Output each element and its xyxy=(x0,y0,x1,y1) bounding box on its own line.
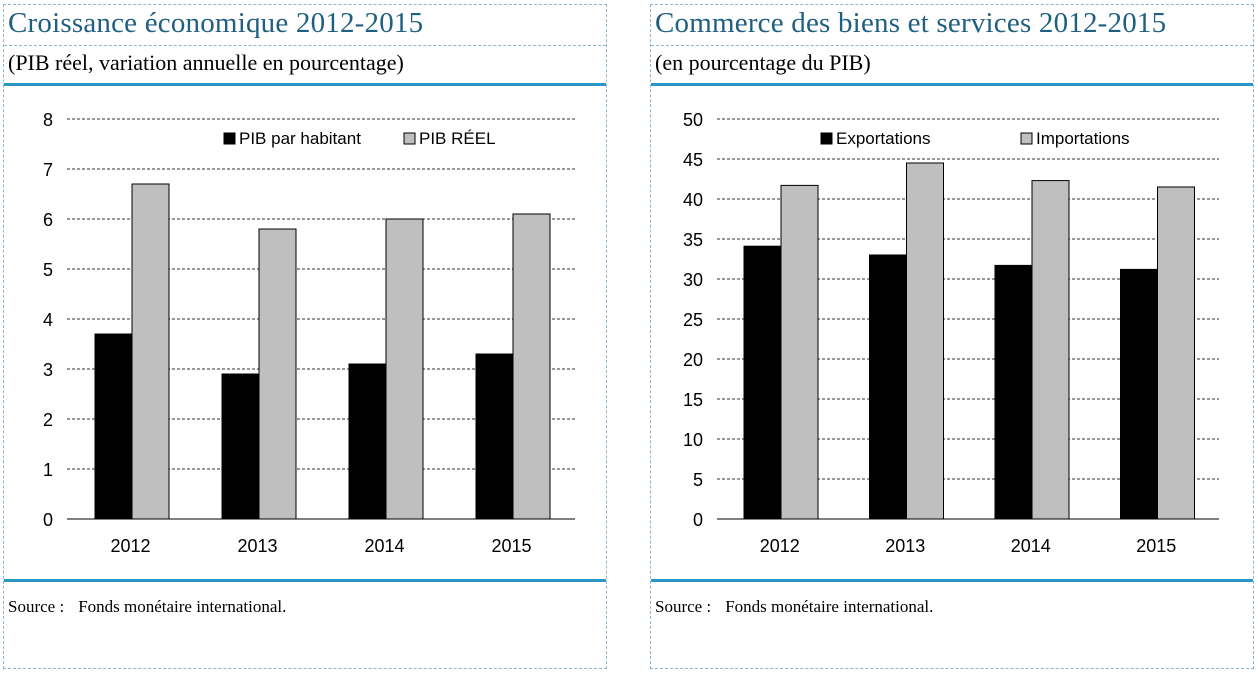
source-text: Fonds monétaire international. xyxy=(725,597,934,616)
bar-chart-growth: 0 1 2 3 4 5 6 7 8 2012 2013 2014 2015 PIB par habitan… xyxy=(43,110,575,556)
y-tick-label: 1 xyxy=(43,460,53,480)
legend-swatch xyxy=(820,132,833,145)
y-tick-label: 20 xyxy=(683,350,703,370)
x-tick-label: 2014 xyxy=(364,536,404,556)
x-tick-label: 2015 xyxy=(1136,536,1176,556)
source-label: Source : xyxy=(8,597,65,616)
y-tick-label: 7 xyxy=(43,160,53,180)
y-tick-label: 2 xyxy=(43,410,53,430)
bar-series-1 xyxy=(1120,268,1158,520)
legend-swatch xyxy=(223,132,236,145)
bar-series-2 xyxy=(906,162,944,520)
y-tick-label: 4 xyxy=(43,310,53,330)
y-tick-label: 5 xyxy=(43,260,53,280)
chart-panel-growth: Croissance économique 2012-2015 (PIB rée… xyxy=(3,4,607,669)
y-tick-label: 30 xyxy=(683,270,703,290)
bar-series-1 xyxy=(743,245,782,520)
title-divider xyxy=(651,45,1253,46)
bar-series-2 xyxy=(780,184,819,520)
y-tick-label: 6 xyxy=(43,210,53,230)
bar-series-1 xyxy=(475,353,514,520)
bar-series-1 xyxy=(994,264,1033,520)
y-tick-label: 3 xyxy=(43,360,53,380)
bar-series-1 xyxy=(94,333,133,520)
y-tick-label: 25 xyxy=(683,310,703,330)
chart-subtitle: (en pourcentage du PIB) xyxy=(655,50,871,75)
source-note: Source : Fonds monétaire international. xyxy=(8,597,286,617)
chart-title: Commerce des biens et services 2012-2015 xyxy=(655,7,1167,39)
bottom-rule xyxy=(651,579,1253,582)
x-tick-label: 2014 xyxy=(1011,536,1051,556)
bar-series-2 xyxy=(512,213,551,520)
y-tick-label: 50 xyxy=(683,110,703,130)
x-tick-label: 2012 xyxy=(760,536,800,556)
source-note: Source : Fonds monétaire international. xyxy=(655,597,933,617)
bar-series-2 xyxy=(258,228,297,520)
top-rule xyxy=(4,83,606,86)
chart-title: Croissance économique 2012-2015 xyxy=(8,7,424,39)
title-divider xyxy=(4,45,606,46)
legend-label: Importations xyxy=(1036,129,1130,148)
x-tick-label: 2013 xyxy=(237,536,277,556)
bar-series-2 xyxy=(131,183,170,520)
y-tick-label: 0 xyxy=(43,510,53,530)
bar-series-1 xyxy=(869,254,907,520)
bar-chart-trade: 0 5 10 15 20 25 30 35 40 45 50 2012 2013 2014 2015 Expo… xyxy=(683,110,1219,556)
source-text: Fonds monétaire international. xyxy=(78,597,287,616)
y-tick-label: 5 xyxy=(693,470,703,490)
chart-panel-trade: Commerce des biens et services 2012-2015… xyxy=(650,4,1254,669)
x-tick-label: 2015 xyxy=(491,536,531,556)
y-tick-label: 15 xyxy=(683,390,703,410)
legend-swatch xyxy=(1020,132,1033,145)
y-tick-label: 40 xyxy=(683,190,703,210)
legend-swatch xyxy=(403,132,416,145)
legend-label: Exportations xyxy=(836,129,931,148)
bottom-rule xyxy=(4,579,606,582)
y-tick-label: 0 xyxy=(693,510,703,530)
bar-series-1 xyxy=(348,363,387,520)
y-tick-label: 8 xyxy=(43,110,53,130)
source-label: Source : xyxy=(655,597,712,616)
y-tick-label: 45 xyxy=(683,150,703,170)
bar-series-1 xyxy=(221,373,260,520)
legend-label: PIB par habitant xyxy=(239,129,361,148)
y-tick-label: 35 xyxy=(683,230,703,250)
legend-label: PIB RÉEL xyxy=(419,129,496,148)
y-tick-label: 10 xyxy=(683,430,703,450)
x-tick-label: 2012 xyxy=(110,536,150,556)
bar-series-2 xyxy=(385,218,424,520)
top-rule xyxy=(651,83,1253,86)
x-tick-label: 2013 xyxy=(885,536,925,556)
chart-subtitle: (PIB réel, variation annuelle en pourcen… xyxy=(8,50,404,75)
bar-series-2 xyxy=(1031,180,1070,520)
bar-series-2 xyxy=(1157,186,1195,520)
